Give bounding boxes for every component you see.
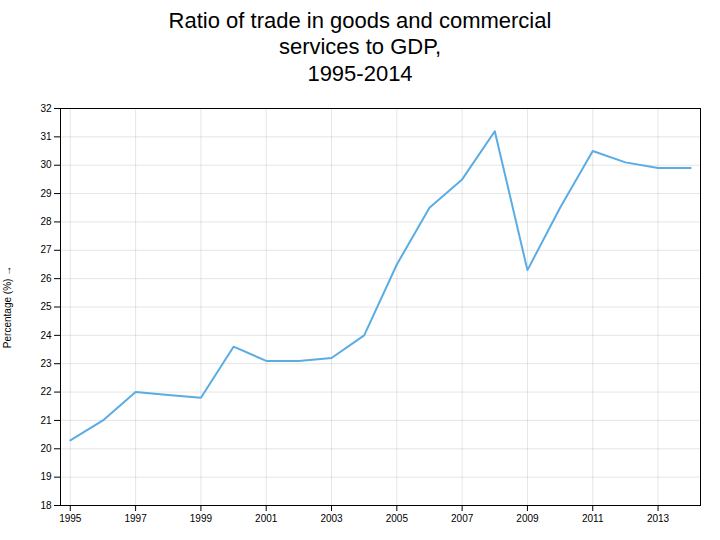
html-text:Ratio of trade in goods and co: Ratio of trade in goods and commercial s… (168, 8, 552, 86)
svg-text:19: 19 (40, 472, 52, 483)
svg-text:2011: 2011 (582, 513, 604, 524)
svg-text:2005: 2005 (386, 513, 409, 524)
svg-text:30: 30 (40, 160, 52, 171)
svg-text:24: 24 (40, 330, 52, 341)
svg-text:1995: 1995 (59, 513, 82, 524)
svg-text:31: 31 (40, 131, 52, 142)
svg-text:22: 22 (40, 386, 52, 397)
svg-text:2009: 2009 (516, 513, 539, 524)
svg-text:1997: 1997 (124, 513, 147, 524)
svg-text:18: 18 (40, 500, 52, 511)
svg-text:26: 26 (40, 273, 52, 284)
svg-text:28: 28 (40, 216, 52, 227)
svg-text:2001: 2001 (255, 513, 278, 524)
svg-text:1999: 1999 (190, 513, 213, 524)
svg-text:Percentage (%) →: Percentage (%) → (2, 266, 13, 348)
svg-text:32: 32 (40, 103, 52, 114)
svg-text:29: 29 (40, 188, 52, 199)
svg-text:27: 27 (40, 245, 52, 256)
svg-text:25: 25 (40, 301, 52, 312)
svg-text:2007: 2007 (451, 513, 474, 524)
svg-text:2013: 2013 (647, 513, 670, 524)
svg-text:21: 21 (40, 415, 52, 426)
svg-text:2003: 2003 (320, 513, 343, 524)
svg-text:20: 20 (40, 443, 52, 454)
svg-text:23: 23 (40, 358, 52, 369)
